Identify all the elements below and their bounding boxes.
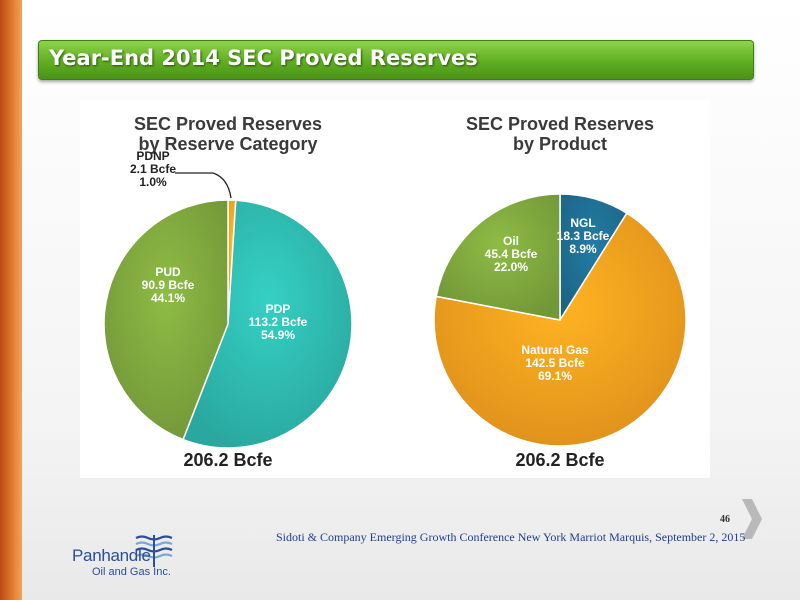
chart-title: SEC Proved Reserves by Product <box>466 114 654 154</box>
slice-label-natural-gas: Natural Gas 142.5 Bcfe 69.1% <box>521 343 589 383</box>
slice-natural-gas <box>433 212 687 447</box>
chart-title: SEC Proved Reserves by Reserve Category <box>134 114 322 154</box>
left-accent-bar <box>0 0 22 600</box>
company-logo: Panhandle Oil and Gas Inc. <box>72 534 182 594</box>
pie-charts: SEC Proved Reserves by Reserve CategoryPD… <box>103 114 687 470</box>
slice-pud <box>103 199 229 441</box>
leader-line <box>175 172 232 199</box>
slice-oil <box>435 193 561 321</box>
chart-panel: SEC Proved Reserves by Reserve Category PD… <box>80 100 710 478</box>
slice-label-ngl: NGL 18.3 Bcfe 8.9% <box>557 216 610 256</box>
slice-label-pdp: PDP 113.2 Bcfe 54.9% <box>249 302 308 342</box>
slice-label-pdnp: PDNP 2.1 Bcfe 1.0% <box>130 149 176 189</box>
slice-pdp <box>182 199 353 449</box>
footer-text: Sidoti & Company Emerging Growth Confere… <box>276 530 746 544</box>
pie-chart-2: SEC Proved Reserves by Product NGL 18.3 Bcf… <box>433 114 687 470</box>
wave-lines-icon <box>135 535 173 567</box>
slice-label-oil: Oil 45.4 Bcfe 22.0% <box>485 234 538 274</box>
logo-name: Panhandle <box>72 546 151 565</box>
slice-label-pud: PUD 90.9 Bcfe 44.1% <box>142 265 195 305</box>
chart-total: 206.2 Bcfe <box>515 450 604 470</box>
pie-chart-1: SEC Proved Reserves by Reserve CategoryPD… <box>103 114 353 470</box>
page-number: 46 <box>720 514 730 525</box>
chart-total: 206.2 Bcfe <box>183 450 272 470</box>
logo-subtitle: Oil and Gas Inc. <box>92 566 171 578</box>
slide-title: Year-End 2014 SEC Proved Reserves <box>49 46 478 70</box>
chevron-right-icon[interactable] <box>738 497 764 541</box>
title-banner: Year-End 2014 SEC Proved Reserves <box>38 40 754 80</box>
